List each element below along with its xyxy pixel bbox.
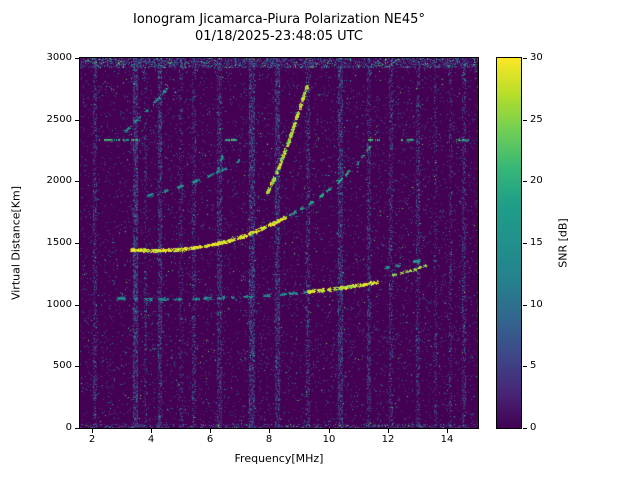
x-tick-mark <box>210 429 211 433</box>
plot-canvas <box>79 57 479 429</box>
y-tick-label: 2500 <box>46 114 72 125</box>
y-tick-mark <box>75 181 79 182</box>
colorbar-canvas <box>496 57 522 429</box>
colorbar-tick-mark <box>523 428 527 429</box>
chart-subtitle: 01/18/2025-23:48:05 UTC <box>195 29 363 44</box>
x-tick-label: 10 <box>322 434 336 445</box>
colorbar-tick-label: 25 <box>530 114 543 125</box>
colorbar-tick-mark <box>523 366 527 367</box>
y-tick-mark <box>75 120 79 121</box>
x-tick-label: 14 <box>440 434 454 445</box>
colorbar-tick-mark <box>523 58 527 59</box>
y-tick-label: 2000 <box>46 175 72 186</box>
x-tick-mark <box>329 429 330 433</box>
chart-title: Ionogram Jicamarca-Piura Polarization NE… <box>133 12 425 27</box>
x-tick-label: 12 <box>381 434 395 445</box>
colorbar-tick-label: 20 <box>530 175 543 186</box>
x-tick-mark <box>269 429 270 433</box>
x-tick-label: 4 <box>147 434 155 445</box>
colorbar-tick-mark <box>523 120 527 121</box>
x-tick-mark <box>388 429 389 433</box>
x-tick-label: 8 <box>265 434 273 445</box>
x-tick-mark <box>151 429 152 433</box>
y-tick-label: 3000 <box>46 52 72 63</box>
y-tick-mark <box>75 366 79 367</box>
x-tick-mark <box>447 429 448 433</box>
y-tick-mark <box>75 428 79 429</box>
colorbar-tick-mark <box>523 305 527 306</box>
y-tick-label: 500 <box>52 360 72 371</box>
y-tick-label: 0 <box>65 422 72 433</box>
x-tick-label: 2 <box>88 434 96 445</box>
colorbar-tick-label: 10 <box>530 299 543 310</box>
x-axis-label: Frequency[MHz] <box>234 452 324 465</box>
colorbar-tick-label: 0 <box>530 422 537 433</box>
y-axis-label: Virtual Distance[Km] <box>9 185 23 301</box>
x-tick-mark <box>92 429 93 433</box>
y-tick-mark <box>75 58 79 59</box>
colorbar-tick-label: 5 <box>530 360 537 371</box>
y-tick-mark <box>75 305 79 306</box>
colorbar-tick-label: 15 <box>530 237 543 248</box>
colorbar-tick-label: 30 <box>530 52 543 63</box>
x-tick-label: 6 <box>206 434 214 445</box>
colorbar-tick-mark <box>523 181 527 182</box>
colorbar-label: SNR [dB] <box>556 218 570 268</box>
y-tick-label: 1500 <box>46 237 72 248</box>
y-tick-mark <box>75 243 79 244</box>
y-tick-label: 1000 <box>46 299 72 310</box>
colorbar-tick-mark <box>523 243 527 244</box>
